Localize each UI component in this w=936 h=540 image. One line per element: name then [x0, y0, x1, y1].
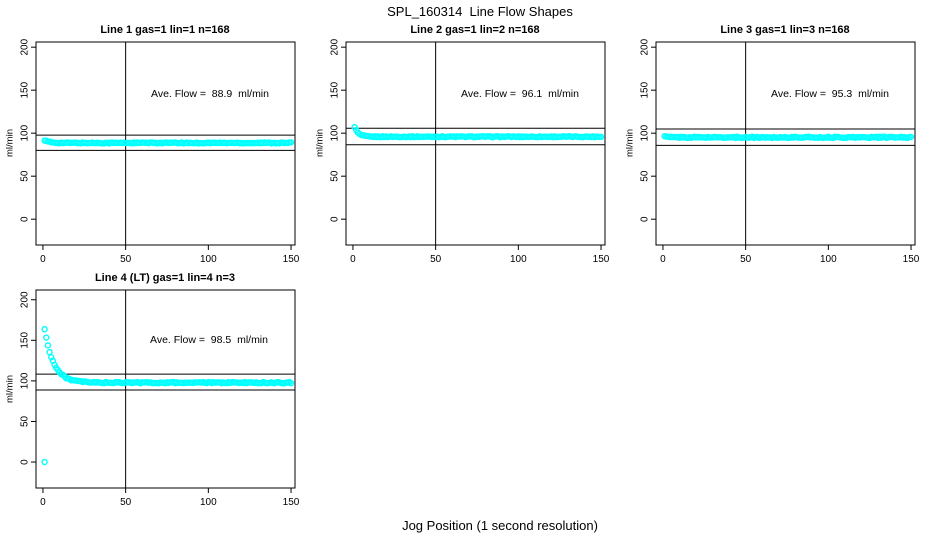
subplot-1: 0 50 100 150 200 0 50 100 150	[20, 38, 300, 265]
data-point	[597, 133, 605, 141]
subplot-3-y-axis-label: ml/min	[624, 129, 636, 157]
y-tick-label: 50	[20, 170, 31, 182]
x-tick-label: 50	[120, 254, 132, 265]
x-tick-label: 150	[903, 254, 920, 265]
y-tick-label: 50	[330, 170, 341, 182]
x-tick-label: 50	[740, 254, 752, 265]
subplot-2-y-axis-label: ml/min	[314, 129, 326, 157]
plot-box	[345, 41, 606, 246]
y-tick-label: 100	[20, 372, 31, 389]
x-tick-label: 50	[430, 254, 442, 265]
x-tick-label: 100	[200, 497, 217, 508]
y-tick-label: 200	[20, 38, 31, 55]
data-point	[46, 348, 53, 356]
y-tick-label: 0	[330, 216, 341, 222]
subplot-2-title: Line 2 gas=1 lin=2 n=168	[410, 24, 540, 36]
line-2-flow-points	[351, 123, 605, 141]
data-point	[41, 325, 48, 333]
outlier-data-point	[41, 458, 48, 466]
line-3-flow-points	[661, 133, 915, 142]
subplot-4-y-axis-label: ml/min	[4, 375, 16, 403]
subplot-3-ave-flow-annotation: Ave. Flow = 95.3 ml/min	[771, 88, 889, 100]
x-tick-label: 150	[283, 254, 300, 265]
x-tick-label: 0	[40, 497, 46, 508]
x-tick-label: 100	[820, 254, 837, 265]
x-tick-label: 0	[40, 254, 46, 265]
data-point	[287, 139, 295, 146]
data-point	[43, 334, 50, 341]
x-tick-label: 0	[350, 254, 356, 265]
y-tick-label: 200	[20, 291, 31, 308]
line-4-flow-points	[41, 325, 295, 466]
data-point	[907, 133, 915, 141]
subplot-1-title: Line 1 gas=1 lin=1 n=168	[100, 24, 230, 36]
x-tick-label: 100	[200, 254, 217, 265]
y-tick-label: 50	[640, 170, 651, 182]
plot-box	[35, 289, 296, 489]
y-tick-label: 150	[20, 81, 31, 98]
line-1-flow-points	[41, 137, 295, 147]
x-tick-label: 0	[660, 254, 666, 265]
x-tick-label: 100	[510, 254, 527, 265]
x-tick-label: 50	[120, 497, 132, 508]
subplot-3: 0 50 100 150 200 0 50 100 150	[640, 38, 920, 265]
y-tick-label: 150	[640, 81, 651, 98]
y-tick-label: 0	[20, 459, 31, 465]
subplot-2-ave-flow-annotation: Ave. Flow = 96.1 ml/min	[461, 88, 579, 100]
y-tick-label: 0	[20, 216, 31, 222]
subplot-4-title: Line 4 (LT) gas=1 lin=4 n=3	[94, 272, 236, 284]
y-tick-label: 150	[20, 332, 31, 349]
y-tick-label: 50	[20, 415, 31, 427]
x-tick-label: 150	[283, 497, 300, 508]
subplot-2: 0 50 100 150 200 0 50 100 150	[330, 38, 610, 265]
plot-box	[35, 41, 296, 246]
subplot-1-y-axis-label: ml/min	[4, 129, 16, 157]
plot-box	[655, 41, 916, 246]
y-tick-label: 0	[640, 216, 651, 222]
x-tick-label: 150	[593, 254, 610, 265]
y-tick-label: 100	[330, 124, 341, 141]
data-point	[44, 342, 52, 349]
subplot-3-title: Line 3 gas=1 lin=3 n=168	[720, 24, 850, 36]
y-tick-label: 100	[640, 124, 651, 141]
x-axis-label: Jog Position (1 second resolution)	[402, 518, 598, 533]
subplot-4: 0 50 100 150 200 0 50 100 150	[20, 289, 300, 508]
data-point	[287, 379, 295, 387]
y-tick-label: 200	[330, 38, 341, 55]
y-tick-label: 150	[330, 81, 341, 98]
figure-title: SPL_160314 Line Flow Shapes	[387, 4, 573, 19]
subplot-1-ave-flow-annotation: Ave. Flow = 88.9 ml/min	[151, 88, 269, 100]
subplot-4-ave-flow-annotation: Ave. Flow = 98.5 ml/min	[150, 334, 268, 346]
y-tick-label: 100	[20, 124, 31, 141]
y-tick-label: 200	[640, 38, 651, 55]
